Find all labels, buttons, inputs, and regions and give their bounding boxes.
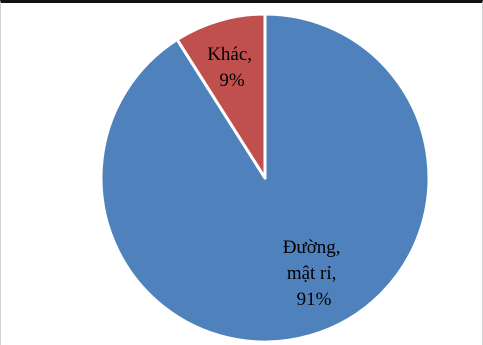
slice-label-khac: Khác, 9%	[207, 44, 257, 91]
slice-label-duong-mat-ri: Đường, mật rỉ, 91%	[283, 237, 346, 310]
pie-slice-1	[175, 12, 267, 180]
pie-labels: Đường, mật rỉ, 91% Khác, 9%	[207, 44, 346, 310]
pie-chart: Đường, mật rỉ, 91% Khác, 9%	[99, 12, 431, 344]
pie-slices	[99, 12, 431, 344]
